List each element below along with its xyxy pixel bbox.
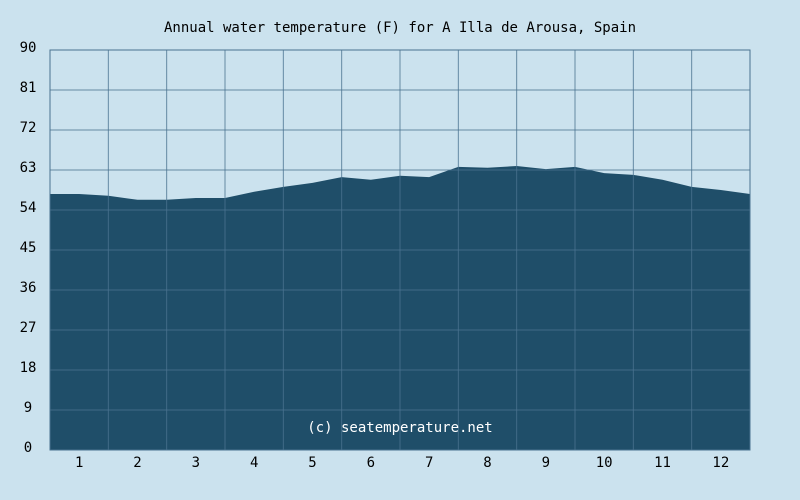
- x-tick-label: 8: [483, 455, 491, 471]
- y-tick-label: 0: [24, 440, 32, 456]
- x-tick-label: 3: [192, 455, 200, 471]
- chart-title: Annual water temperature (F) for A Illa …: [164, 20, 636, 36]
- y-tick-label: 90: [20, 40, 37, 56]
- y-tick-label: 45: [20, 240, 37, 256]
- x-tick-label: 12: [712, 455, 729, 471]
- y-tick-label: 27: [20, 320, 37, 336]
- x-tick-label: 1: [75, 455, 83, 471]
- y-tick-label: 81: [20, 80, 37, 96]
- y-tick-label: 54: [20, 200, 37, 216]
- y-tick-label: 72: [20, 120, 37, 136]
- x-tick-label: 10: [596, 455, 613, 471]
- y-tick-label: 63: [20, 160, 37, 176]
- plot-frame: [49, 49, 751, 451]
- y-tick-label: 36: [20, 280, 37, 296]
- x-tick-label: 7: [425, 455, 433, 471]
- y-tick-label: 9: [24, 400, 32, 416]
- x-tick-label: 11: [654, 455, 671, 471]
- x-tick-label: 4: [250, 455, 258, 471]
- annotation: (c) seatemperature.net: [307, 420, 492, 436]
- x-tick-label: 6: [367, 455, 375, 471]
- x-tick-label: 9: [542, 455, 550, 471]
- y-tick-label: 18: [20, 360, 37, 376]
- x-tick-label: 5: [308, 455, 316, 471]
- x-tick-label: 2: [133, 455, 141, 471]
